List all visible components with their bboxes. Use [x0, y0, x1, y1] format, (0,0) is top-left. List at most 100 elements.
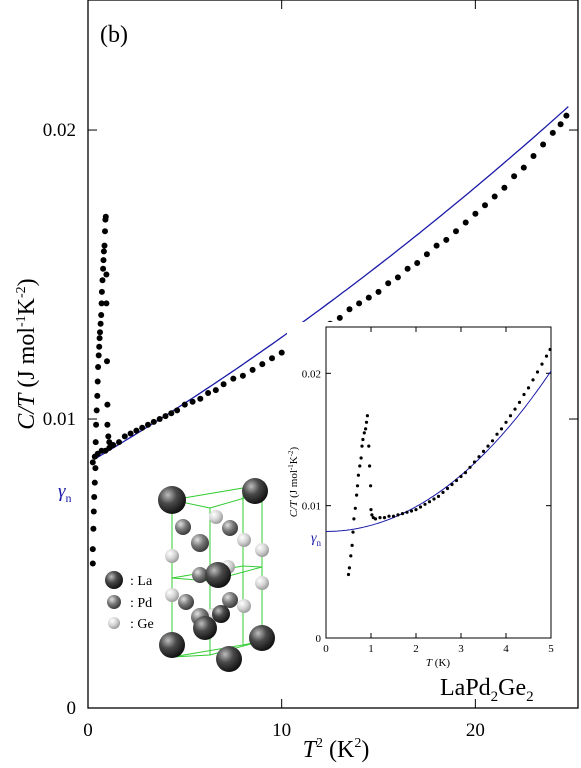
data-point — [535, 370, 540, 374]
data-point — [394, 274, 401, 281]
data-point — [95, 352, 102, 359]
data-point — [364, 420, 369, 424]
inset-x-axis-label: T (K) — [426, 657, 450, 669]
main-plot-frame — [87, 0, 579, 709]
data-point — [100, 248, 107, 255]
data-point — [139, 424, 146, 431]
data-point — [436, 494, 441, 498]
data-point — [544, 354, 549, 358]
data-point — [400, 511, 405, 516]
data-point — [104, 401, 111, 408]
data-point — [382, 516, 387, 520]
data-point — [360, 444, 364, 448]
compound-label: LaPd2Ge2 — [440, 675, 534, 705]
x-tick-label: 10 — [272, 720, 291, 741]
inset-background — [287, 322, 556, 667]
data-point — [239, 372, 246, 379]
gamma-label-main: γn — [58, 481, 72, 505]
data-point — [353, 506, 357, 510]
data-point — [133, 427, 140, 434]
x-tick-label: 1 — [368, 643, 374, 655]
data-point — [349, 554, 353, 558]
panel-label: (b) — [100, 22, 128, 48]
data-point — [89, 560, 96, 567]
data-point — [220, 381, 227, 388]
legend-item-pd: : Pd — [107, 595, 152, 611]
data-point — [463, 471, 468, 475]
data-point — [486, 444, 490, 448]
data-point — [441, 490, 445, 494]
data-point — [95, 364, 102, 370]
data-point — [150, 418, 157, 425]
data-point — [346, 572, 351, 577]
data-point — [375, 288, 382, 295]
data-point — [365, 414, 369, 418]
data-point — [369, 508, 373, 512]
data-point — [92, 465, 99, 472]
inset-fit-curve — [326, 370, 552, 532]
data-point — [391, 514, 396, 518]
data-point — [563, 112, 570, 119]
inset-data-points — [346, 347, 552, 577]
data-point — [459, 474, 463, 479]
data-point — [362, 431, 366, 435]
data-point — [490, 439, 495, 443]
data-point — [230, 375, 237, 382]
data-point — [405, 510, 409, 514]
main-x-axis-label: T2 (K2) — [303, 736, 370, 763]
main-axis-ticks — [87, 0, 578, 709]
gamma-label-inset: γn — [311, 531, 322, 548]
data-point — [526, 386, 531, 390]
data-point — [197, 395, 204, 402]
data-point — [472, 210, 479, 217]
data-point — [127, 430, 134, 437]
data-point — [91, 494, 98, 500]
data-point — [352, 517, 356, 521]
data-point — [495, 432, 499, 436]
inset-chart: 0 1 2 3 4 5 0 0.01 0.02 γn C/T (J mol-1K-2) T (K… — [287, 322, 556, 669]
data-point — [102, 213, 109, 220]
data-point — [90, 508, 97, 515]
data-point — [351, 530, 355, 534]
data-point — [364, 427, 368, 431]
data-point — [174, 407, 181, 414]
data-point — [481, 449, 486, 453]
pd-sphere-icon — [107, 595, 121, 609]
data-point — [356, 473, 360, 477]
inset-y-axis-label: C/T (J mol-1K-2) — [287, 446, 300, 517]
x-tick-label: 4 — [503, 643, 509, 655]
data-point — [359, 456, 363, 460]
data-point — [355, 493, 359, 497]
data-point — [369, 484, 373, 488]
data-point — [97, 329, 103, 336]
data-point — [145, 421, 151, 428]
data-point — [385, 280, 392, 287]
y-tick-label: 0 — [67, 698, 77, 719]
data-point — [93, 407, 100, 414]
data-point — [278, 349, 285, 356]
data-point — [98, 300, 105, 307]
y-tick-label: 0.01 — [43, 409, 76, 430]
data-point — [168, 410, 175, 417]
x-tick-label: 3 — [458, 643, 464, 655]
data-point — [513, 407, 517, 411]
data-point — [89, 459, 96, 466]
data-point — [90, 525, 97, 532]
data-point — [101, 242, 108, 249]
data-point — [100, 257, 107, 264]
data-point — [445, 486, 450, 491]
data-point — [104, 421, 111, 428]
data-point — [368, 464, 372, 468]
data-point — [355, 484, 360, 488]
svg-text:: Ge: : Ge — [130, 617, 154, 632]
data-point — [103, 300, 110, 307]
data-point — [346, 306, 353, 313]
data-point — [501, 184, 508, 191]
data-point — [396, 513, 400, 517]
x-tick-label: 2 — [413, 643, 419, 655]
data-point — [212, 387, 219, 394]
data-point — [89, 546, 96, 553]
data-point — [468, 465, 472, 469]
data-point — [491, 193, 498, 200]
